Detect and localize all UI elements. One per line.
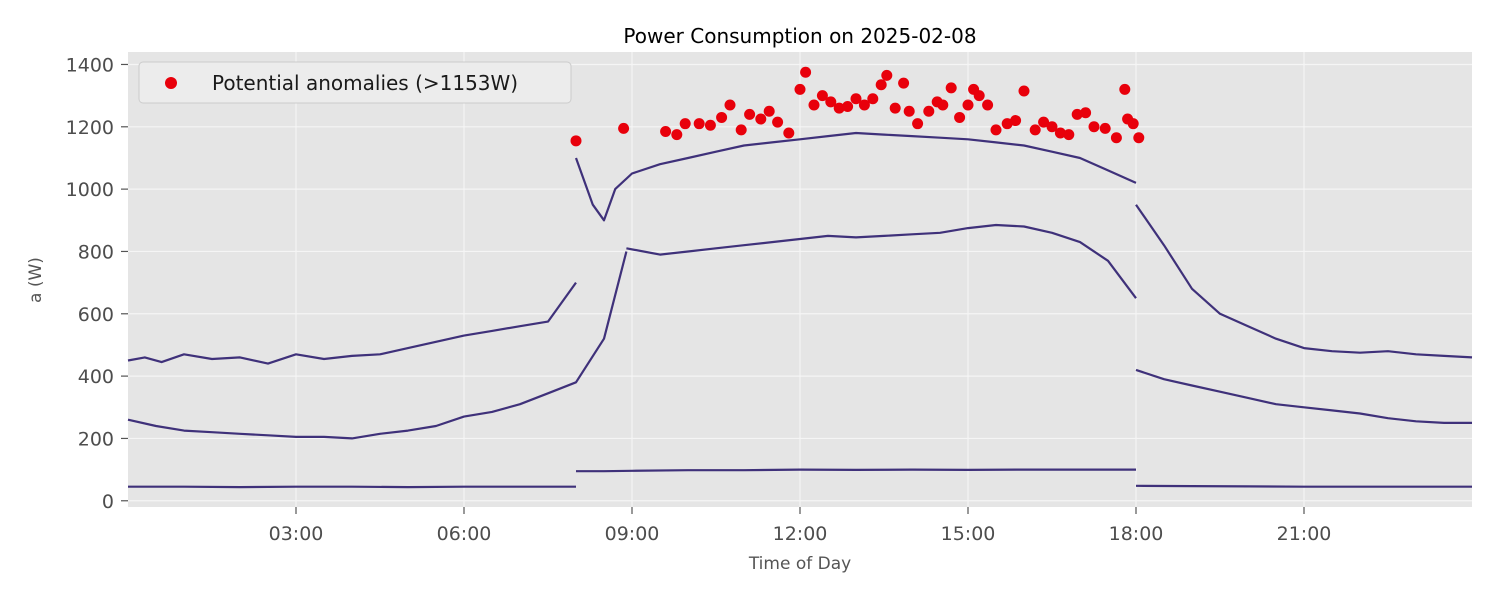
x-tick-label: 06:00 (437, 523, 492, 545)
anomaly-point (858, 99, 870, 111)
anomaly-point (1110, 132, 1122, 144)
anomaly-point (763, 105, 775, 117)
anomaly-point (990, 124, 1002, 136)
anomaly-point (982, 99, 994, 111)
legend-anomaly-label: Potential anomalies (>1153W) (212, 71, 518, 95)
anomaly-point (842, 101, 854, 113)
series-1-segment-3 (1135, 204, 1473, 359)
anomaly-point (881, 69, 893, 81)
y-tick-label: 600 (78, 304, 114, 326)
anomaly-point (772, 116, 784, 128)
series-3-segment-3 (1135, 484, 1472, 488)
y-tick-label: 0 (102, 491, 114, 513)
series-2-segment-1 (127, 251, 628, 440)
anomaly-point (660, 125, 672, 137)
anomaly-point (1099, 122, 1111, 134)
anomaly-point (1054, 127, 1066, 139)
series-1-segment-1 (127, 281, 577, 365)
y-tick-label: 800 (78, 241, 114, 263)
y-axis-ticks: 0 200 400 600 800 1000 1200 1400 (66, 54, 128, 513)
anomaly-point (808, 99, 820, 111)
anomaly-point (570, 135, 582, 147)
anomaly-point (903, 105, 915, 117)
anomaly-point (755, 113, 767, 125)
series-layer (127, 131, 1473, 489)
x-tick-label: 18:00 (1109, 523, 1164, 545)
anomaly-point (945, 82, 957, 94)
x-tick-label: 21:00 (1277, 523, 1332, 545)
anomaly-point (912, 118, 924, 130)
x-tick-label: 03:00 (269, 523, 324, 545)
anomaly-point (671, 129, 683, 141)
x-axis-label: Time of Day (748, 554, 851, 574)
anomaly-point (735, 124, 747, 136)
y-tick-label: 200 (78, 428, 114, 450)
legend-anomaly-marker (165, 77, 177, 89)
x-tick-label: 15:00 (941, 523, 996, 545)
anomaly-point (744, 108, 756, 120)
anomaly-point (962, 99, 974, 111)
y-tick-label: 1000 (66, 179, 114, 201)
anomaly-point (1133, 132, 1145, 144)
anomaly-point (1029, 124, 1041, 136)
anomaly-point (889, 102, 901, 114)
y-axis-label: a (W) (26, 257, 46, 303)
anomaly-point (867, 93, 879, 105)
anomaly-point (693, 118, 705, 130)
anomaly-point (875, 79, 887, 91)
anomaly-point (898, 77, 910, 89)
y-tick-label: 1200 (66, 117, 114, 139)
legend-box (138, 61, 572, 104)
y-tick-label: 1400 (66, 54, 114, 76)
anomaly-point (1127, 118, 1139, 130)
legend: Potential anomalies (>1153W) (138, 61, 572, 104)
y-tick-label: 400 (78, 366, 114, 388)
anomaly-point (1080, 107, 1092, 119)
anomaly-point (1010, 115, 1022, 127)
anomaly-point (1119, 83, 1131, 95)
anomaly-point (783, 127, 795, 139)
anomaly-point (1088, 121, 1100, 133)
series-2-segment-2 (626, 223, 1137, 299)
anomaly-point (954, 111, 966, 123)
x-axis-ticks: 03:00 06:00 09:00 12:00 15:00 18:00 21:00 (269, 507, 1332, 545)
anomaly-point (1046, 121, 1058, 133)
anomaly-point (816, 90, 828, 102)
anomaly-point (1071, 108, 1083, 120)
chart-title: Power Consumption on 2025-02-08 (623, 24, 976, 48)
series-3-segment-2 (576, 468, 1136, 473)
anomaly-point (1063, 129, 1075, 141)
anomaly-point (850, 93, 862, 105)
anomaly-point (923, 105, 935, 117)
series-1-segment-2 (574, 131, 1137, 222)
anomaly-point (716, 111, 728, 123)
series-2-segment-3 (1135, 368, 1472, 424)
anomaly-point (704, 119, 716, 131)
anomaly-point (1018, 85, 1030, 97)
x-tick-label: 09:00 (605, 523, 660, 545)
anomaly-point (1001, 118, 1013, 130)
anomaly-point (937, 99, 949, 111)
anomaly-point (825, 96, 837, 108)
anomaly-point (1038, 116, 1050, 128)
anomaly-point (794, 83, 806, 95)
anomaly-point (679, 118, 691, 130)
anomaly-point (618, 122, 630, 134)
anomaly-point (724, 99, 736, 111)
x-tick-label: 12:00 (773, 523, 828, 545)
anomaly-points (570, 66, 1145, 147)
anomaly-point (800, 66, 812, 78)
anomaly-point (833, 102, 845, 114)
anomaly-point (973, 90, 985, 102)
